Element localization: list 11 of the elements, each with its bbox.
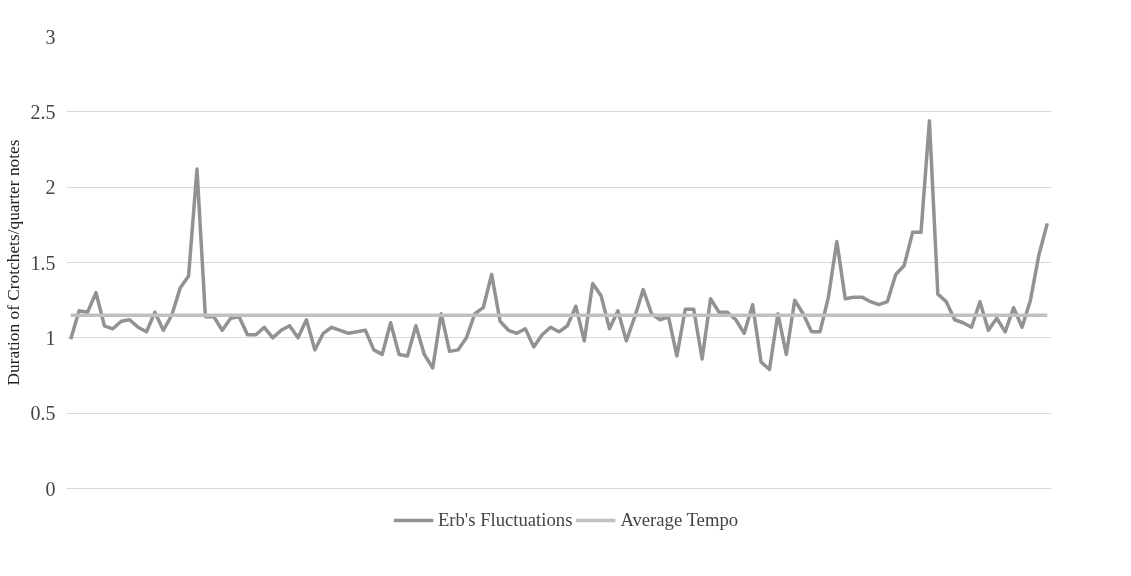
legend-label: Erb's Fluctuations	[437, 509, 573, 531]
y-tick-label: 0	[45, 477, 56, 500]
y-tick-label: 2	[45, 176, 56, 199]
y-tick-label: 1	[45, 326, 56, 349]
y-tick-label: 3	[45, 25, 56, 48]
legend-label: Average Tempo	[620, 509, 739, 531]
y-tick-label: 0.5	[30, 402, 56, 425]
line-series	[68, 119, 1050, 372]
y-axis-title: Duration of Crotchets/quarter notes	[3, 139, 23, 386]
y-tick-label: 1.5	[30, 251, 56, 274]
y-tick-label: 2.5	[30, 100, 56, 123]
